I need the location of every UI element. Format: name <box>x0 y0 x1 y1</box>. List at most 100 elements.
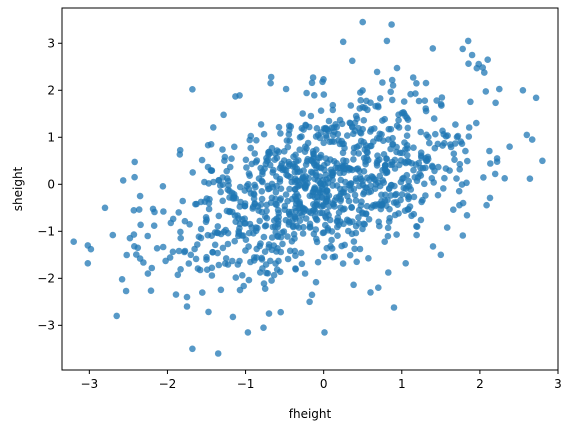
data-point <box>463 212 471 219</box>
data-point <box>225 182 232 189</box>
data-point <box>465 60 472 67</box>
data-point <box>327 166 335 174</box>
data-point <box>221 260 229 267</box>
data-point <box>329 200 337 207</box>
data-point <box>458 140 466 147</box>
data-point <box>250 230 257 237</box>
data-point <box>253 245 260 253</box>
data-point <box>280 228 288 235</box>
data-point <box>319 229 327 237</box>
data-point <box>312 169 319 177</box>
data-point <box>268 194 276 202</box>
data-point <box>400 98 408 105</box>
data-point <box>321 329 328 336</box>
data-point <box>329 101 337 109</box>
data-point <box>389 82 397 89</box>
data-point <box>215 261 223 269</box>
data-point <box>308 79 316 87</box>
data-point <box>236 183 244 191</box>
data-point <box>391 165 399 172</box>
data-point <box>261 248 269 255</box>
data-point <box>320 253 328 260</box>
data-point <box>335 209 343 216</box>
data-point <box>421 180 428 188</box>
data-point <box>302 182 310 189</box>
data-point <box>274 223 282 231</box>
data-point <box>174 271 182 279</box>
data-point <box>334 223 341 231</box>
data-point <box>327 242 334 250</box>
data-point <box>215 177 223 184</box>
data-point <box>159 183 167 190</box>
data-point <box>320 91 328 98</box>
data-point <box>277 308 285 316</box>
data-point <box>287 123 295 130</box>
plot-area <box>62 8 558 370</box>
data-point <box>451 156 458 163</box>
data-point <box>221 153 229 161</box>
data-point <box>353 177 360 185</box>
data-point <box>220 111 227 119</box>
data-point <box>384 232 392 240</box>
data-point <box>325 117 333 125</box>
data-point <box>411 174 419 181</box>
data-point <box>395 210 402 217</box>
data-point <box>219 181 227 188</box>
data-point <box>451 140 459 147</box>
data-point <box>263 157 271 165</box>
data-point <box>317 209 324 217</box>
data-point <box>380 137 387 144</box>
data-point <box>496 85 503 93</box>
y-axis-label: sheight <box>11 166 25 211</box>
data-point <box>308 291 316 299</box>
data-point <box>267 73 275 81</box>
data-point <box>481 69 488 76</box>
data-point <box>379 166 386 174</box>
data-point <box>205 308 212 316</box>
data-point <box>368 126 375 133</box>
data-point <box>312 278 320 286</box>
data-point <box>380 179 388 186</box>
data-point <box>338 120 346 128</box>
data-point <box>270 271 278 279</box>
data-point <box>473 119 480 127</box>
data-point <box>239 272 246 279</box>
data-point <box>467 98 474 106</box>
data-point <box>290 160 297 168</box>
data-point <box>539 157 546 165</box>
data-point <box>392 190 400 198</box>
data-point <box>144 270 152 277</box>
data-point <box>385 269 392 276</box>
data-point <box>313 164 320 172</box>
data-point <box>271 156 279 163</box>
data-point <box>459 199 467 207</box>
y-axis-ticks: −3 −2 −1 0 1 2 3 <box>37 36 62 332</box>
data-point <box>532 94 540 102</box>
data-point <box>252 137 260 144</box>
data-point <box>268 234 276 241</box>
data-point <box>302 206 309 214</box>
data-point <box>413 80 420 87</box>
data-point <box>277 195 285 202</box>
data-point <box>375 218 383 226</box>
data-point <box>465 124 473 131</box>
data-point <box>214 249 221 257</box>
data-point <box>259 168 266 175</box>
data-point <box>501 175 509 182</box>
data-point <box>429 45 437 52</box>
data-point <box>313 125 321 132</box>
data-point <box>70 238 77 245</box>
data-point <box>314 193 321 201</box>
data-point <box>260 324 267 332</box>
data-point <box>428 175 436 182</box>
data-point <box>279 240 286 248</box>
data-point <box>519 87 527 94</box>
data-point <box>306 223 314 230</box>
data-point <box>214 350 222 357</box>
data-point <box>355 150 363 157</box>
y-tick-label: 3 <box>47 36 55 50</box>
data-point <box>311 175 319 183</box>
data-point <box>280 157 288 164</box>
